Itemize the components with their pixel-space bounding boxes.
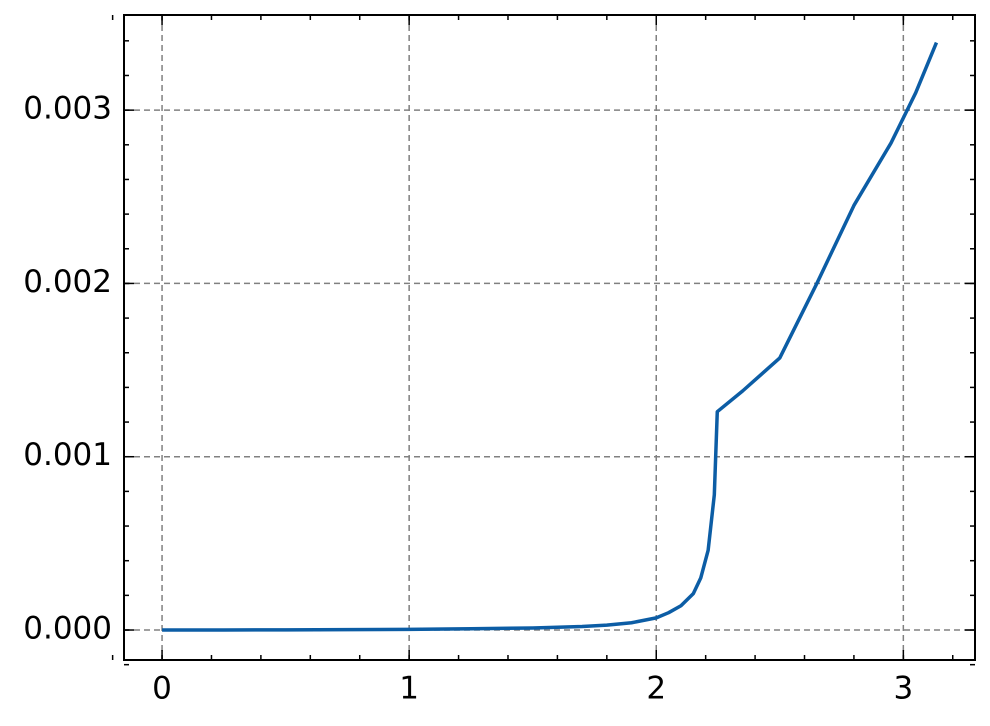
grid (124, 15, 975, 660)
x-tick-label: 0 (152, 671, 172, 707)
x-tick-label: 2 (646, 671, 666, 707)
y-tick-label: 0.000 (23, 611, 112, 647)
y-tick-label: 0.002 (23, 264, 112, 300)
x-tick-label: 3 (893, 671, 913, 707)
y-tick-label: 0.001 (23, 437, 112, 473)
y-tick-label: 0.003 (23, 91, 112, 127)
plot-frame (123, 14, 976, 661)
data-line (162, 41, 939, 632)
x-tick-label: 1 (399, 671, 419, 707)
